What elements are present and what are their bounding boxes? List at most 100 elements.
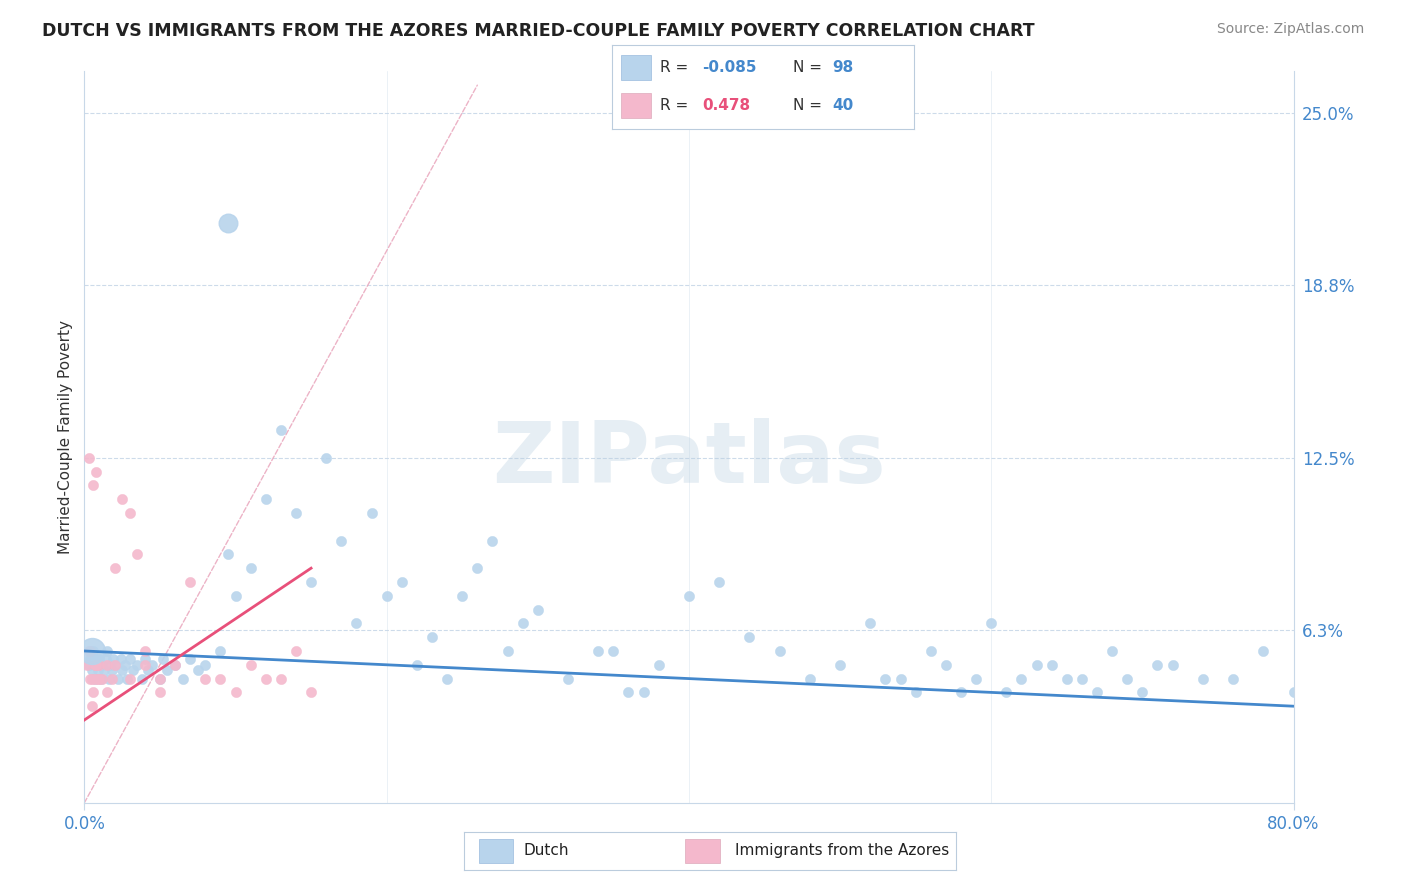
Point bbox=[254, 672, 277, 686]
Point bbox=[80, 672, 103, 686]
Text: R =: R = bbox=[659, 60, 688, 75]
Point bbox=[127, 548, 149, 562]
Point bbox=[134, 652, 156, 666]
Point bbox=[299, 574, 322, 589]
Point bbox=[451, 589, 474, 603]
Point bbox=[859, 616, 882, 631]
Point bbox=[172, 672, 194, 686]
Point bbox=[79, 644, 101, 658]
Point bbox=[93, 663, 115, 677]
Point bbox=[648, 657, 671, 672]
Point bbox=[131, 672, 153, 686]
Point bbox=[89, 672, 111, 686]
Point bbox=[217, 216, 239, 230]
Point bbox=[100, 672, 122, 686]
Point bbox=[149, 672, 172, 686]
Point bbox=[496, 644, 519, 658]
Point bbox=[90, 672, 112, 686]
Point bbox=[98, 657, 121, 672]
Point bbox=[1253, 644, 1275, 658]
Bar bbox=[478, 839, 513, 863]
Point bbox=[1040, 657, 1063, 672]
Point bbox=[80, 663, 103, 677]
Point bbox=[1282, 685, 1305, 699]
Point bbox=[104, 657, 127, 672]
Point bbox=[481, 533, 503, 548]
Point bbox=[270, 672, 292, 686]
Point bbox=[121, 663, 143, 677]
Point bbox=[239, 561, 262, 575]
Point bbox=[87, 663, 110, 677]
Text: N =: N = bbox=[793, 60, 823, 75]
Point bbox=[94, 652, 117, 666]
Point bbox=[1161, 657, 1184, 672]
Point bbox=[315, 450, 337, 465]
Point bbox=[118, 672, 141, 686]
Point bbox=[239, 657, 262, 672]
Point bbox=[111, 492, 134, 507]
Point bbox=[1011, 672, 1033, 686]
Point bbox=[527, 602, 550, 616]
Text: 40: 40 bbox=[832, 98, 853, 113]
Point bbox=[82, 644, 104, 658]
Text: Immigrants from the Azores: Immigrants from the Azores bbox=[734, 844, 949, 858]
Point bbox=[84, 672, 107, 686]
Point bbox=[111, 663, 134, 677]
Point bbox=[602, 644, 624, 658]
Point bbox=[890, 672, 912, 686]
Point bbox=[127, 657, 149, 672]
Point bbox=[436, 672, 458, 686]
Point bbox=[82, 478, 104, 492]
Text: N =: N = bbox=[793, 98, 823, 113]
Point bbox=[118, 652, 141, 666]
Point bbox=[225, 589, 247, 603]
Point bbox=[136, 663, 159, 677]
Point bbox=[89, 657, 111, 672]
Point bbox=[678, 589, 700, 603]
Text: 0.478: 0.478 bbox=[703, 98, 751, 113]
Point bbox=[588, 644, 610, 658]
Point bbox=[980, 616, 1002, 631]
Point bbox=[1101, 644, 1123, 658]
Point bbox=[100, 663, 122, 677]
Point bbox=[391, 574, 413, 589]
Point bbox=[935, 657, 957, 672]
Point bbox=[920, 644, 942, 658]
Point bbox=[1222, 672, 1244, 686]
Point bbox=[375, 589, 398, 603]
Point bbox=[96, 644, 118, 658]
Point bbox=[467, 561, 489, 575]
Point bbox=[152, 652, 174, 666]
Point bbox=[82, 685, 104, 699]
Point bbox=[114, 657, 136, 672]
Text: -0.085: -0.085 bbox=[703, 60, 756, 75]
Point bbox=[1116, 672, 1139, 686]
Point bbox=[89, 652, 111, 666]
Point bbox=[995, 685, 1018, 699]
Point bbox=[104, 657, 127, 672]
Point bbox=[209, 672, 232, 686]
Text: Source: ZipAtlas.com: Source: ZipAtlas.com bbox=[1216, 22, 1364, 37]
Point bbox=[285, 644, 308, 658]
Point bbox=[115, 672, 138, 686]
Point bbox=[769, 644, 792, 658]
Point bbox=[76, 657, 98, 672]
Point bbox=[209, 644, 232, 658]
Point bbox=[86, 465, 108, 479]
Point bbox=[77, 450, 100, 465]
Point bbox=[709, 574, 731, 589]
Point bbox=[79, 652, 101, 666]
Bar bbox=[620, 93, 651, 119]
Point bbox=[738, 630, 761, 644]
Text: 98: 98 bbox=[832, 60, 853, 75]
Text: R =: R = bbox=[659, 98, 688, 113]
Point bbox=[1025, 657, 1047, 672]
Point bbox=[77, 657, 100, 672]
Point bbox=[165, 657, 187, 672]
Point bbox=[194, 657, 217, 672]
Point bbox=[165, 657, 187, 672]
Point bbox=[79, 672, 101, 686]
Point bbox=[330, 533, 353, 548]
Point bbox=[420, 630, 443, 644]
Point bbox=[1056, 672, 1078, 686]
